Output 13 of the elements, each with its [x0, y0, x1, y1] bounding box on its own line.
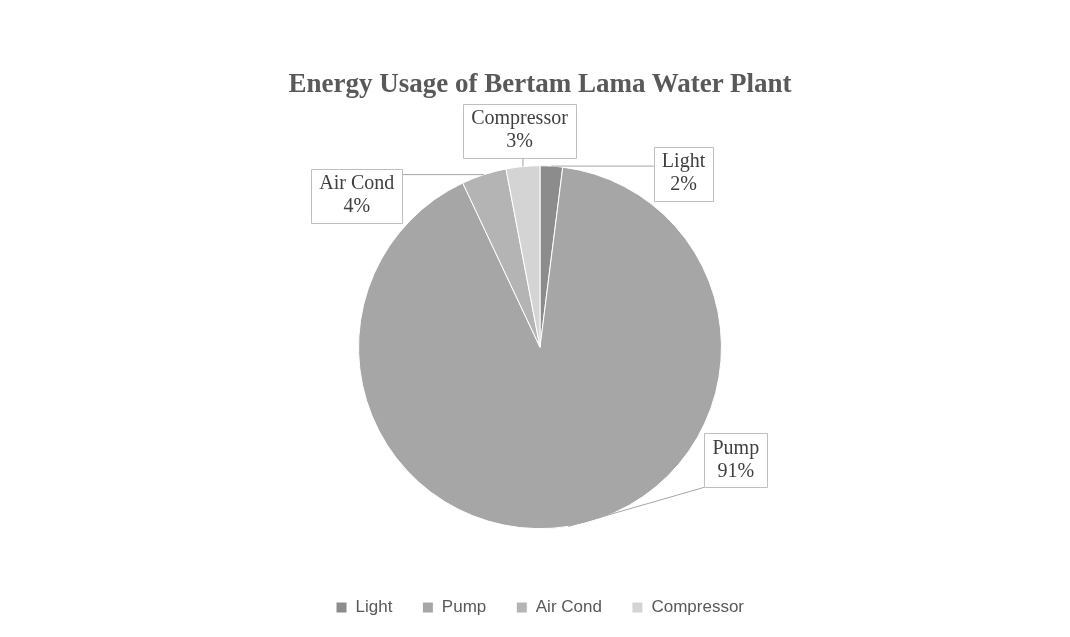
- slice-label: Compressor: [471, 106, 569, 130]
- data-label: 3%: [506, 129, 533, 152]
- data-label: 4%: [343, 194, 371, 217]
- slice-label: Air Cond: [319, 171, 395, 194]
- legend-label: Compressor: [651, 597, 745, 617]
- slice-label: Pump: [712, 436, 760, 459]
- legend-label: Pump: [441, 597, 487, 617]
- slice-label: Light: [661, 149, 706, 173]
- data-label: 2%: [670, 172, 697, 195]
- legend-label: Light: [355, 597, 393, 617]
- legend-label: Air Cond: [535, 597, 602, 617]
- chart-title: Energy Usage of Bertam Lama Water Plant: [288, 68, 792, 99]
- data-label: 91%: [717, 459, 755, 481]
